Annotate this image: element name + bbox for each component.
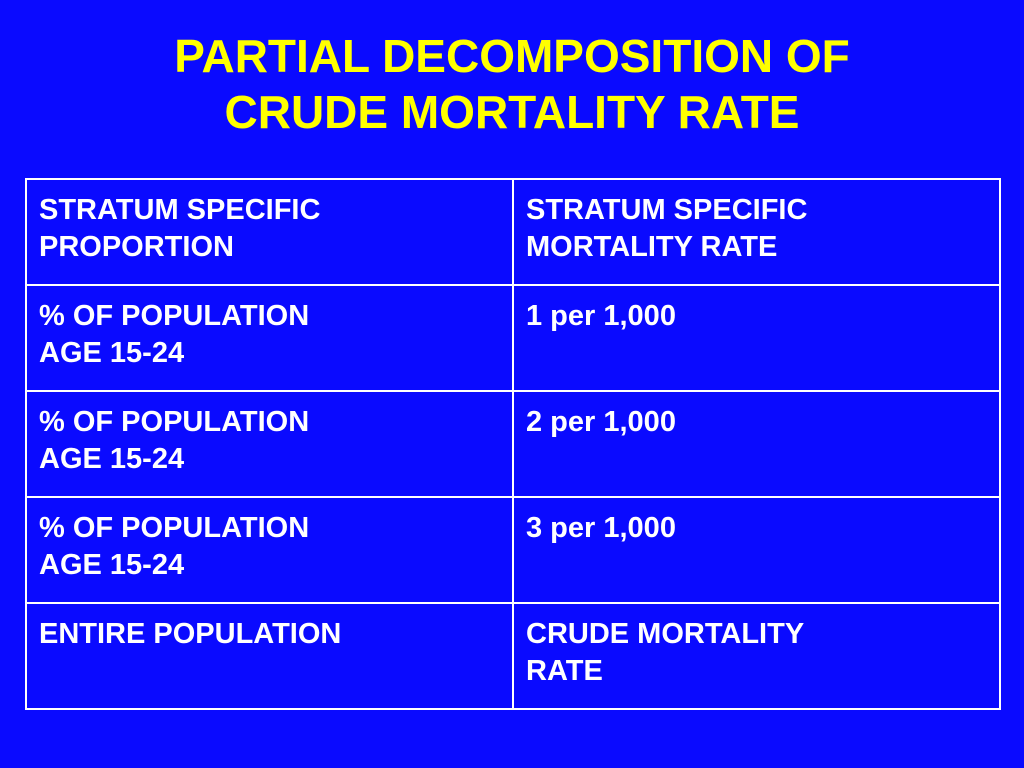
cell-line: AGE 15-24 [39, 443, 185, 475]
cell-line [526, 335, 989, 372]
cell-line: AGE 15-24 [39, 549, 185, 581]
cell-line [39, 653, 502, 690]
cell-line: 2 per 1,000 [526, 406, 676, 438]
cell-line: STRATUM SPECIFIC [39, 194, 321, 226]
table-header-row: STRATUM SPECIFIC PROPORTION STRATUM SPEC… [25, 178, 1001, 286]
cell-line: MORTALITY RATE [526, 231, 778, 263]
table-cell: 2 per 1,000 [512, 390, 1001, 498]
title-line-2: CRUDE MORTALITY RATE [224, 86, 800, 138]
decomposition-table: STRATUM SPECIFIC PROPORTION STRATUM SPEC… [25, 178, 1001, 710]
table-row: % OF POPULATION AGE 15-24 3 per 1,000 [25, 496, 1001, 604]
table-cell: % OF POPULATION AGE 15-24 [25, 284, 514, 392]
cell-line: % OF POPULATION [39, 406, 310, 438]
cell-line: PROPORTION [39, 231, 234, 263]
cell-line: 1 per 1,000 [526, 300, 676, 332]
table-row: ENTIRE POPULATION CRUDE MORTALITY RATE [25, 602, 1001, 710]
table-cell: % OF POPULATION AGE 15-24 [25, 390, 514, 498]
cell-line: % OF POPULATION [39, 300, 310, 332]
cell-line [526, 547, 989, 584]
table-cell: STRATUM SPECIFIC PROPORTION [25, 178, 514, 286]
table-cell: 1 per 1,000 [512, 284, 1001, 392]
table-cell: ENTIRE POPULATION [25, 602, 514, 710]
table-cell: STRATUM SPECIFIC MORTALITY RATE [512, 178, 1001, 286]
cell-line: ENTIRE POPULATION [39, 618, 342, 650]
cell-line [526, 441, 989, 478]
table-cell: CRUDE MORTALITY RATE [512, 602, 1001, 710]
slide-title: PARTIAL DECOMPOSITION OF CRUDE MORTALITY… [0, 28, 1024, 140]
cell-line: RATE [526, 655, 603, 687]
table-cell: 3 per 1,000 [512, 496, 1001, 604]
table-row: % OF POPULATION AGE 15-24 2 per 1,000 [25, 390, 1001, 498]
cell-line: 3 per 1,000 [526, 512, 676, 544]
cell-line: % OF POPULATION [39, 512, 310, 544]
table-cell: % OF POPULATION AGE 15-24 [25, 496, 514, 604]
cell-line: AGE 15-24 [39, 337, 185, 369]
title-line-1: PARTIAL DECOMPOSITION OF [174, 30, 850, 82]
cell-line: CRUDE MORTALITY [526, 618, 805, 650]
cell-line: STRATUM SPECIFIC [526, 194, 808, 226]
table-row: % OF POPULATION AGE 15-24 1 per 1,000 [25, 284, 1001, 392]
